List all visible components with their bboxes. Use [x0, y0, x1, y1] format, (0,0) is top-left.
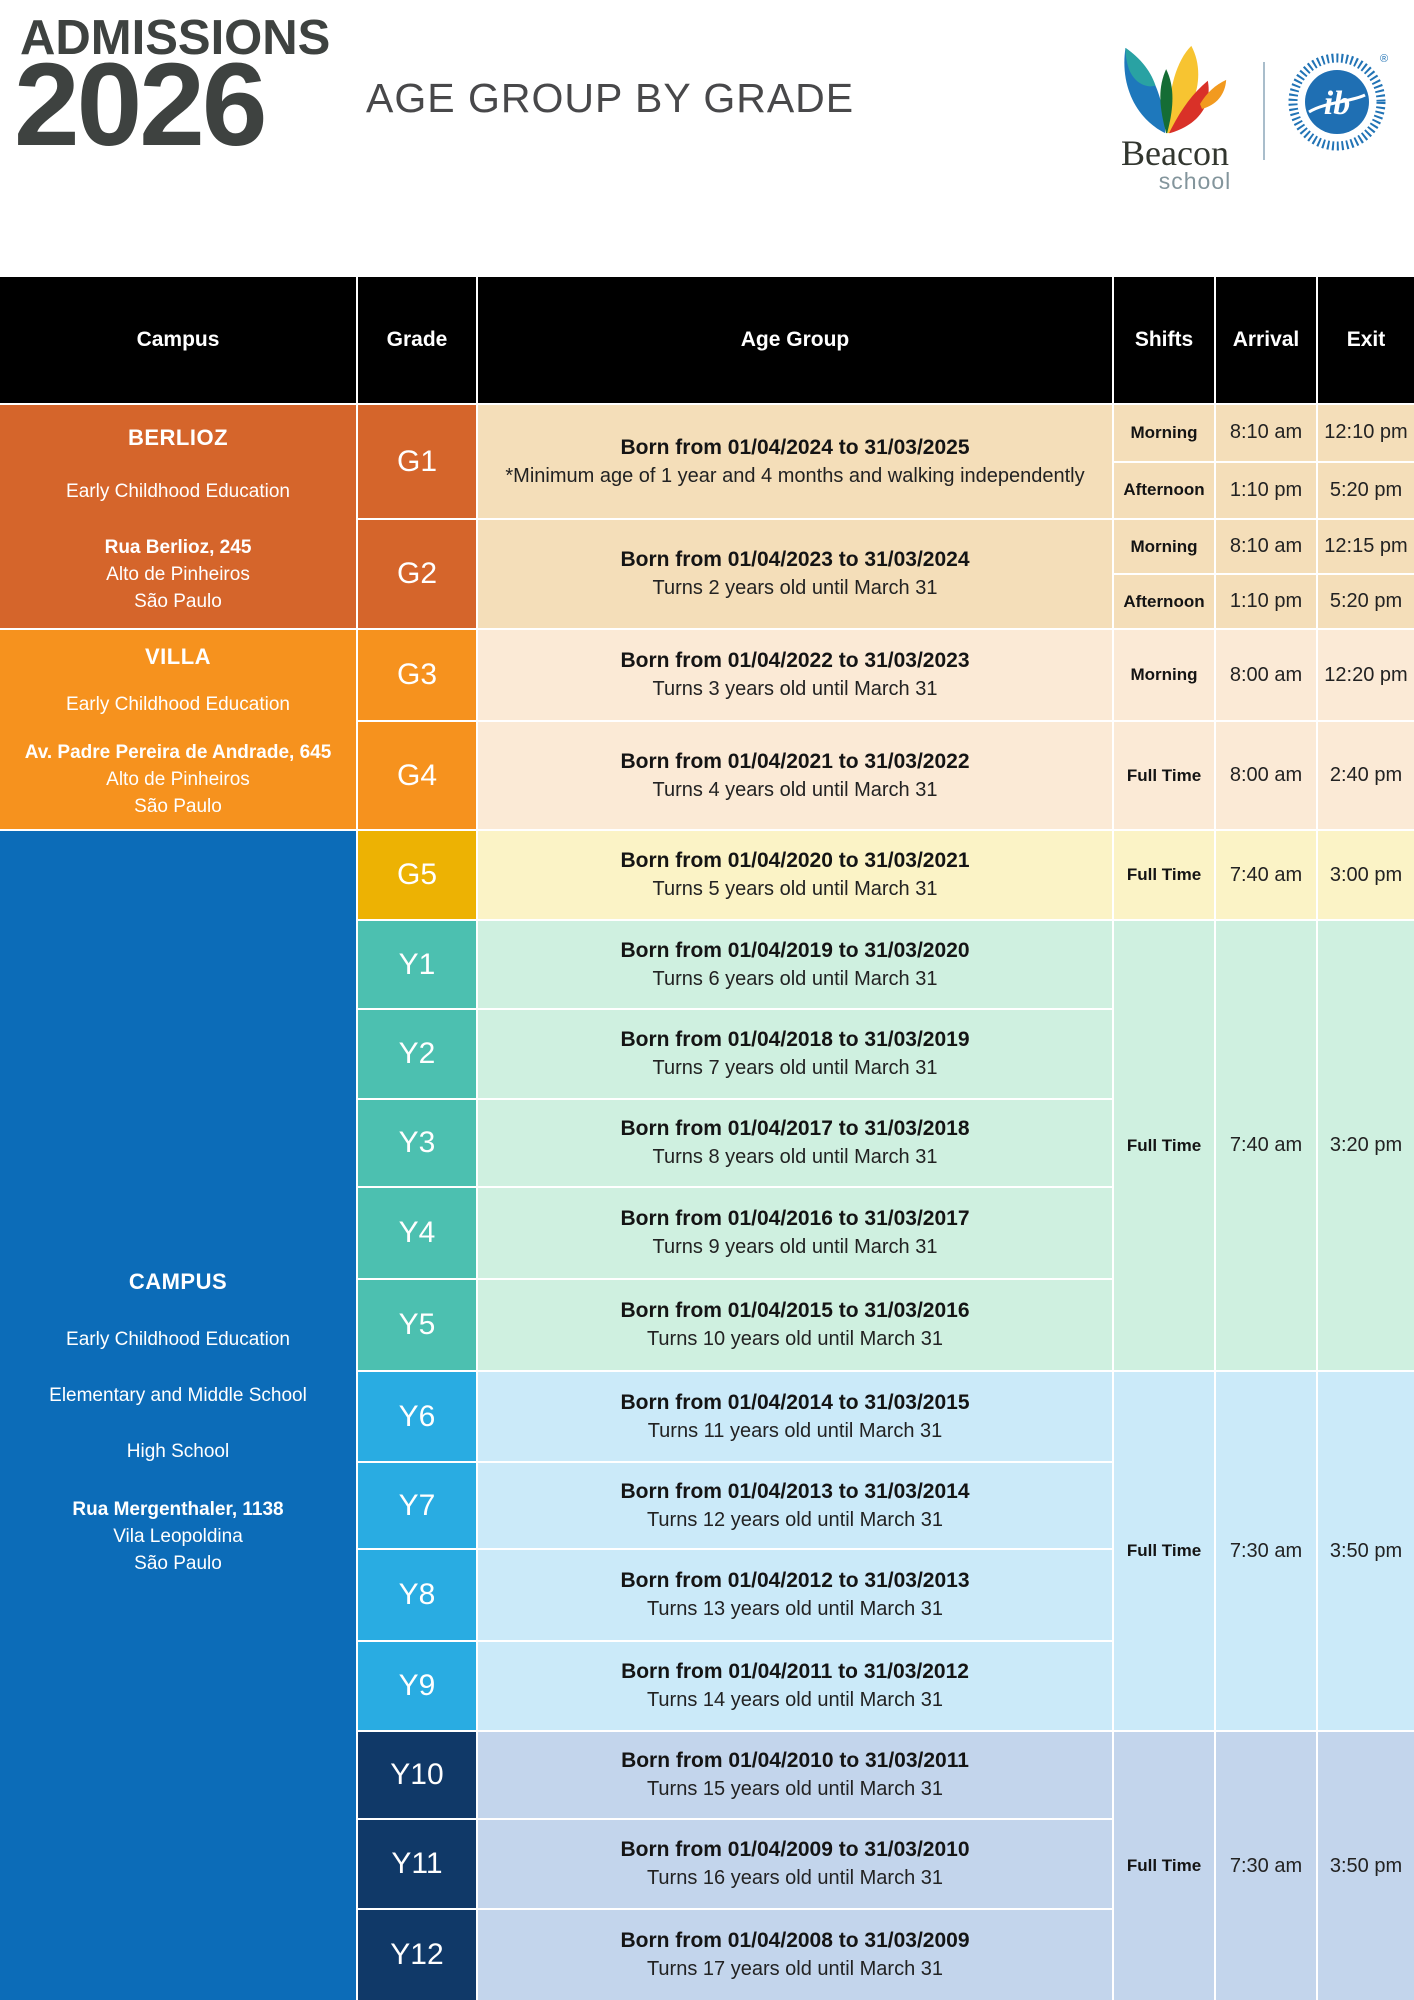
- grade-cell-y10: Y10: [358, 1732, 476, 1818]
- age-cell-y7: Born from 01/04/2013 to 31/03/2014 Turns …: [478, 1463, 1112, 1548]
- campus-address-district: Vila Leopoldina: [113, 1525, 243, 1547]
- arrival-cell-y6-y9: 7:30 am: [1216, 1372, 1316, 1730]
- age-cell-y3: Born from 01/04/2017 to 31/03/2018 Turns …: [478, 1100, 1112, 1186]
- campus-cell-villa: VILLA Early Childhood Education Av. Padr…: [0, 630, 356, 829]
- campus-address-street: Rua Mergenthaler, 1138: [72, 1499, 284, 1520]
- exit-cell-g4: 2:40 pm: [1318, 722, 1414, 829]
- age-cell-y11: Born from 01/04/2009 to 31/03/2010 Turns …: [478, 1820, 1112, 1908]
- grade-cell-g4: G4: [358, 722, 476, 829]
- age-cell-g5: Born from 01/04/2020 to 31/03/2021 Turns …: [478, 831, 1112, 919]
- grade-cell-g3: G3: [358, 630, 476, 720]
- exit-cell-y10-y12: 3:50 pm: [1318, 1732, 1414, 2000]
- exit-cell-g5: 3:00 pm: [1318, 831, 1414, 919]
- arrival-cell-y10-y12: 7:30 am: [1216, 1732, 1316, 2000]
- campus-name: BERLIOZ: [127, 425, 229, 450]
- col-header-age-group: Age Group: [478, 277, 1112, 403]
- page-subtitle: AGE GROUP BY GRADE: [366, 75, 855, 121]
- arrival-cell-g2: 8:10 am 1:10 pm: [1216, 520, 1316, 628]
- exit-cell-g1: 12:10 pm 5:20 pm: [1318, 405, 1414, 518]
- logo-divider: [1263, 62, 1265, 160]
- shifts-cell-g5: Full Time: [1114, 831, 1214, 919]
- grade-cell-y6: Y6: [358, 1372, 476, 1461]
- grade-cell-y5: Y5: [358, 1280, 476, 1370]
- grade-cell-g5: G5: [358, 831, 476, 919]
- beacon-leaves-icon: [1124, 45, 1227, 134]
- age-cell-y1: Born from 01/04/2019 to 31/03/2020 Turns …: [478, 921, 1112, 1008]
- shifts-cell-g3: Morning: [1114, 630, 1214, 720]
- age-cell-y10: Born from 01/04/2010 to 31/03/2011 Turns …: [478, 1732, 1112, 1818]
- svg-text:ib: ib: [1324, 85, 1350, 122]
- col-header-arrival: Arrival: [1216, 277, 1316, 403]
- campus-name: CAMPUS: [128, 1269, 228, 1294]
- grade-cell-y2: Y2: [358, 1010, 476, 1098]
- grade-cell-g2: G2: [358, 520, 476, 628]
- arrival-cell-g4: 8:00 am: [1216, 722, 1316, 829]
- campus-address-street: Rua Berlioz, 245: [104, 537, 252, 558]
- arrival-cell-g3: 8:00 am: [1216, 630, 1316, 720]
- age-cell-y4: Born from 01/04/2016 to 31/03/2017 Turns …: [478, 1188, 1112, 1278]
- grade-cell-y11: Y11: [358, 1820, 476, 1908]
- grade-cell-y9: Y9: [358, 1642, 476, 1730]
- col-header-campus: Campus: [0, 277, 356, 403]
- campus-name: VILLA: [144, 644, 212, 669]
- age-cell-y9: Born from 01/04/2011 to 31/03/2012 Turns …: [478, 1642, 1112, 1730]
- ib-world-school-seal-icon: ib ®: [1287, 52, 1388, 152]
- col-header-exit: Exit: [1318, 277, 1414, 403]
- title-admissions: ADMISSIONS: [20, 11, 331, 65]
- arrival-cell-y1-y5: 7:40 am: [1216, 921, 1316, 1370]
- exit-cell-g3: 12:20 pm: [1318, 630, 1414, 720]
- exit-cell-y1-y5: 3:20 pm: [1318, 921, 1414, 1370]
- age-cell-g4: Born from 01/04/2021 to 31/03/2022 Turns …: [478, 722, 1112, 829]
- grade-cell-y7: Y7: [358, 1463, 476, 1548]
- grade-cell-y12: Y12: [358, 1910, 476, 2000]
- col-header-shifts: Shifts: [1114, 277, 1214, 403]
- beacon-wordmark-sub: school: [1158, 168, 1232, 194]
- age-cell-g2: Born from 01/04/2023 to 31/03/2024 Turns …: [478, 520, 1112, 628]
- exit-cell-g2: 12:15 pm 5:20 pm: [1318, 520, 1414, 628]
- svg-text:®: ®: [1380, 53, 1388, 65]
- campus-address-district: Alto de Pinheiros: [106, 563, 250, 585]
- title-year: 2026: [14, 39, 268, 171]
- campus-program-hs: High School: [126, 1441, 230, 1462]
- beacon-wordmark: Beacon: [1121, 133, 1229, 173]
- arrival-cell-g1: 8:10 am 1:10 pm: [1216, 405, 1316, 518]
- col-header-grade: Grade: [358, 277, 476, 403]
- shifts-cell-y10-y12: Full Time: [1114, 1732, 1214, 2000]
- age-cell-g1: Born from 01/04/2024 to 31/03/2025 *Minim…: [478, 405, 1112, 518]
- campus-program-ece: Early Childhood Education: [66, 1329, 290, 1350]
- grade-cell-g1: G1: [358, 405, 476, 518]
- campus-program-ems: Elementary and Middle School: [49, 1385, 307, 1406]
- shifts-cell-y6-y9: Full Time: [1114, 1372, 1214, 1730]
- grade-cell-y1: Y1: [358, 921, 476, 1008]
- campus-address-city: São Paulo: [134, 590, 222, 612]
- age-cell-y6: Born from 01/04/2014 to 31/03/2015 Turns …: [478, 1372, 1112, 1461]
- campus-cell-berlioz: BERLIOZ Early Childhood Education Rua Be…: [0, 405, 356, 628]
- admissions-table: Campus Grade Age Group Shifts Arrival Ex…: [0, 277, 1414, 2000]
- age-cell-g3: Born from 01/04/2022 to 31/03/2023 Turns …: [478, 630, 1112, 720]
- campus-program: Early Childhood Education: [66, 481, 290, 502]
- grade-cell-y4: Y4: [358, 1188, 476, 1278]
- campus-address-street: Av. Padre Pereira de Andrade, 645: [24, 742, 332, 763]
- exit-cell-y6-y9: 3:50 pm: [1318, 1372, 1414, 1730]
- arrival-cell-g5: 7:40 am: [1216, 831, 1316, 919]
- age-cell-y8: Born from 01/04/2012 to 31/03/2013 Turns …: [478, 1550, 1112, 1640]
- grade-cell-y3: Y3: [358, 1100, 476, 1186]
- campus-address-city: São Paulo: [134, 795, 222, 817]
- shifts-cell-g1: Morning Afternoon: [1114, 405, 1214, 518]
- shifts-cell-g2: Morning Afternoon: [1114, 520, 1214, 628]
- campus-program: Early Childhood Education: [66, 694, 290, 715]
- shifts-cell-g4: Full Time: [1114, 722, 1214, 829]
- age-cell-y2: Born from 01/04/2018 to 31/03/2019 Turns …: [478, 1010, 1112, 1098]
- age-cell-y12: Born from 01/04/2008 to 31/03/2009 Turns …: [478, 1910, 1112, 2000]
- campus-address-district: Alto de Pinheiros: [106, 768, 250, 790]
- age-cell-y5: Born from 01/04/2015 to 31/03/2016 Turns …: [478, 1280, 1112, 1370]
- campus-cell-campus: CAMPUS Early Childhood Education Element…: [0, 831, 356, 2000]
- grade-cell-y8: Y8: [358, 1550, 476, 1640]
- shifts-cell-y1-y5: Full Time: [1114, 921, 1214, 1370]
- campus-address-city: São Paulo: [134, 1552, 222, 1574]
